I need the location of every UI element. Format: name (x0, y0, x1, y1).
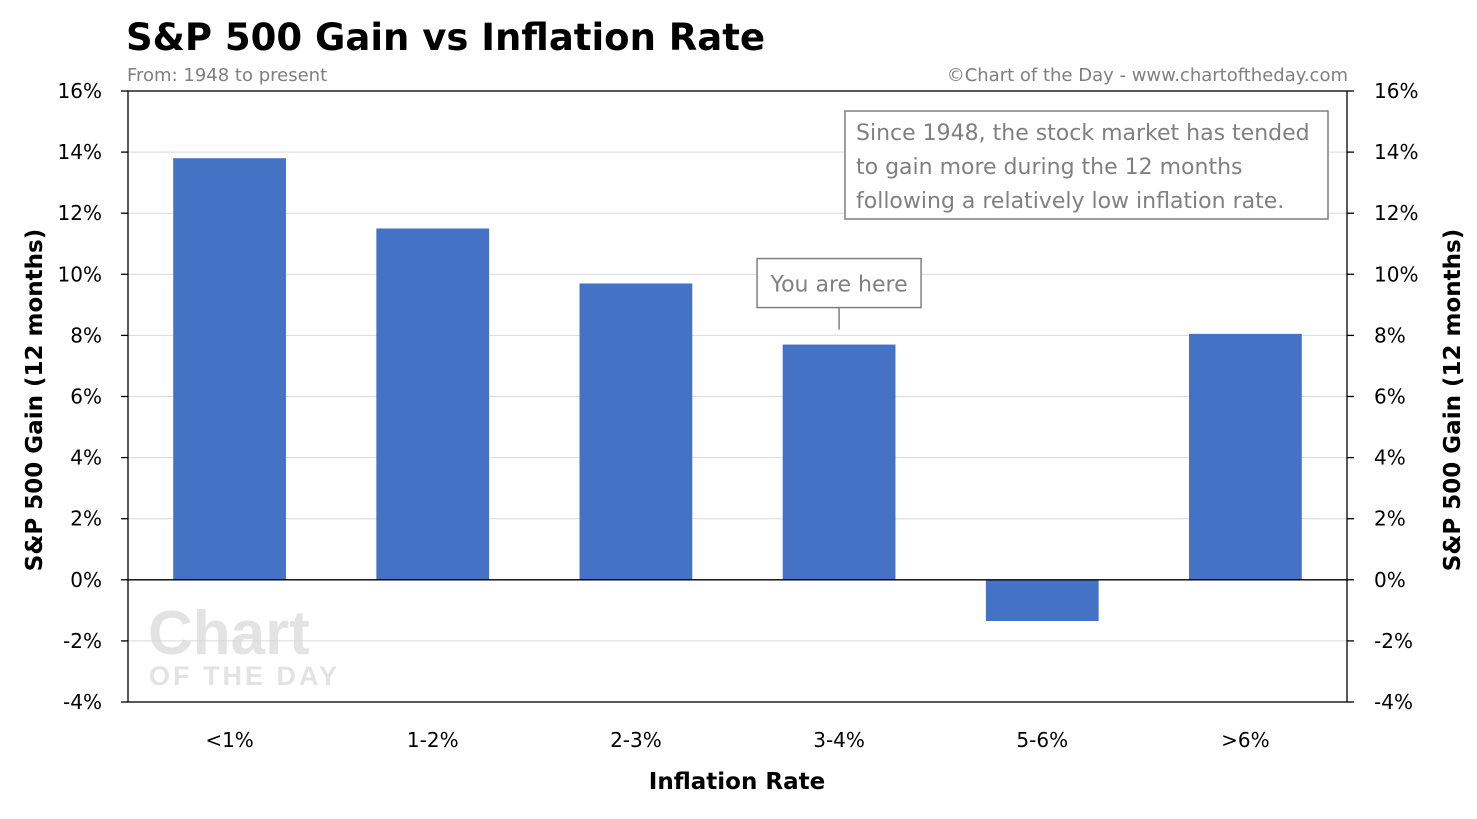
chart-title: S&P 500 Gain vs Inflation Rate (126, 16, 765, 59)
callout-box (756, 257, 922, 309)
chart-subtitle: From: 1948 to present (127, 65, 327, 86)
y-tick-label-right: -4% (1374, 690, 1413, 714)
note-line: following a relatively low inflation rat… (856, 189, 1284, 214)
y-tick-label-left: 2% (70, 507, 102, 531)
y-tick-label-left: 14% (58, 140, 102, 164)
y-tick-label-right: 14% (1374, 140, 1418, 164)
y-axis-title-right: S&P 500 Gain (12 months) (1440, 229, 1466, 571)
watermark-logo: Chart OF THE DAY (148, 599, 340, 691)
y-tick-label-right: 6% (1374, 385, 1406, 409)
y-tick-label-left: 12% (58, 201, 102, 225)
y-tick-label-left: 16% (58, 79, 102, 103)
y-tick-label-left: 8% (70, 323, 102, 347)
chart-credit: ©Chart of the Day - www.chartoftheday.co… (947, 65, 1348, 86)
bar (579, 283, 693, 580)
y-tick-label-left: -4% (63, 690, 102, 714)
bar (1189, 333, 1302, 580)
x-tick-label: 1-2% (407, 728, 459, 752)
y-tick-label-right: 4% (1374, 446, 1406, 470)
x-tick-label: 5-6% (1016, 728, 1068, 752)
watermark-line1: Chart (148, 599, 310, 668)
x-tick-label: >6% (1221, 728, 1270, 752)
y-tick-label-left: 6% (70, 385, 102, 409)
note-box: Since 1948, the stock market has tended … (844, 110, 1329, 220)
gridlines (128, 151, 1347, 642)
y-tick-label-left: 10% (58, 262, 102, 286)
y-tick-label-left: 0% (70, 568, 102, 592)
y-tick-label-right: -2% (1374, 629, 1413, 653)
y-tick-label-left: -2% (63, 629, 102, 653)
y-tick-label-right: 10% (1374, 262, 1418, 286)
note-line: to gain more during the 12 months (856, 155, 1242, 180)
x-tick-label: 3-4% (813, 728, 865, 752)
y-tick-label-right: 0% (1374, 568, 1406, 592)
y-tick-label-right: 8% (1374, 323, 1406, 347)
left-axis-ticks: -4% -2% 0% 2% 4% 6% 8% 10% 12% 14% 16% (58, 79, 128, 714)
bar (985, 579, 1099, 622)
note-line: Since 1948, the stock market has tended (856, 121, 1310, 146)
watermark-line2: OF THE DAY (149, 661, 340, 691)
x-axis-title: Inflation Rate (649, 769, 825, 795)
you-are-here-callout: You are here (756, 257, 922, 330)
y-tick-label-right: 16% (1374, 79, 1418, 103)
y-tick-label-right: 12% (1374, 201, 1418, 225)
callout-label: You are here (770, 273, 908, 298)
bar (782, 344, 896, 580)
y-tick-label-left: 4% (70, 446, 102, 470)
y-tick-label-right: 2% (1374, 507, 1406, 531)
bar (376, 228, 490, 580)
bars (173, 158, 1302, 622)
x-tick-label: <1% (205, 728, 254, 752)
right-axis-ticks: -4% -2% 0% 2% 4% 6% 8% 10% 12% 14% 16% (1347, 79, 1418, 714)
y-axis-title-left: S&P 500 Gain (12 months) (22, 229, 48, 571)
x-axis-ticks: <1% 1-2% 2-3% 3-4% 5-6% >6% (205, 728, 1269, 752)
x-tick-label: 2-3% (610, 728, 662, 752)
bar (173, 158, 286, 580)
